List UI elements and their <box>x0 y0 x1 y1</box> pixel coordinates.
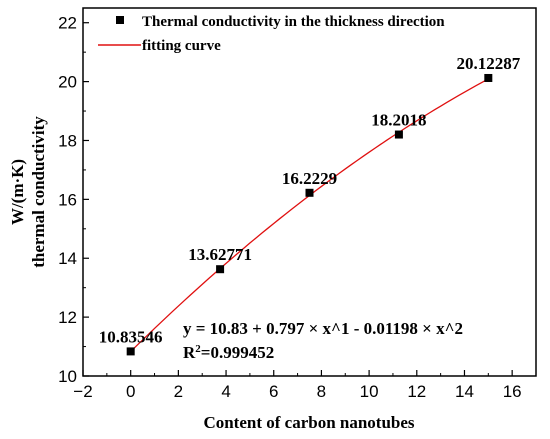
data-point <box>305 188 314 197</box>
x-tick-label: 0 <box>126 382 135 401</box>
legend-label-curve: fitting curve <box>142 38 221 54</box>
data-points <box>126 73 493 356</box>
x-tick-label: 16 <box>503 382 522 401</box>
data-point <box>216 265 225 274</box>
x-tick-label: 14 <box>455 382 474 401</box>
x-tick-label: 2 <box>174 382 183 401</box>
data-label: 18.2018 <box>371 111 426 130</box>
x-tick-label: 10 <box>360 382 379 401</box>
data-point <box>126 347 135 356</box>
y-axis-ticks: 10 12 14 16 18 20 22 <box>58 14 89 386</box>
x-tick-label: 8 <box>317 382 326 401</box>
data-label: 13.62771 <box>188 245 252 264</box>
data-label: 20.12287 <box>456 54 520 73</box>
data-label: 10.83546 <box>99 327 163 346</box>
data-point <box>394 130 403 139</box>
data-point <box>484 73 493 82</box>
legend-label-points: Thermal conductivity in the thickness di… <box>142 14 445 30</box>
legend: Thermal conductivity in the thickness di… <box>98 14 445 54</box>
y-tick-label: 22 <box>58 14 77 33</box>
y-tick-label: 16 <box>58 190 77 209</box>
data-label: 16.2229 <box>282 169 337 188</box>
legend-marker-square <box>116 16 124 24</box>
r-squared-prefix: R <box>183 343 196 362</box>
y-axis-title: thermal conductivity <box>29 116 48 268</box>
y-tick-label: 14 <box>58 249 77 268</box>
y-tick-label: 20 <box>58 73 77 92</box>
y-tick-label: 10 <box>58 367 77 386</box>
y-tick-label: 18 <box>58 131 77 150</box>
x-tick-label: 12 <box>407 382 426 401</box>
x-tick-label: −2 <box>73 382 92 401</box>
x-tick-label: 6 <box>269 382 278 401</box>
r-squared: R2=0.999452 <box>183 343 274 362</box>
fit-equation: y = 10.83 + 0.797 × x^1 - 0.01198 × x^2 <box>183 319 463 338</box>
x-axis-ticks: −2 0 2 4 6 8 10 12 14 16 <box>73 370 522 401</box>
x-tick-label: 4 <box>221 382 230 401</box>
r-squared-value: =0.999452 <box>201 343 274 362</box>
plot-frame <box>82 7 537 377</box>
y-tick-label: 12 <box>58 308 77 327</box>
r-squared-sup: 2 <box>195 343 201 355</box>
x-axis-title: Content of carbon nanotubes <box>203 413 414 432</box>
data-labels: 10.83546 13.62771 16.2229 18.2018 20.12287 <box>99 54 521 346</box>
y-axis-title-unit: W/(m·K) <box>8 159 27 225</box>
fitting-curve-line <box>130 78 489 353</box>
